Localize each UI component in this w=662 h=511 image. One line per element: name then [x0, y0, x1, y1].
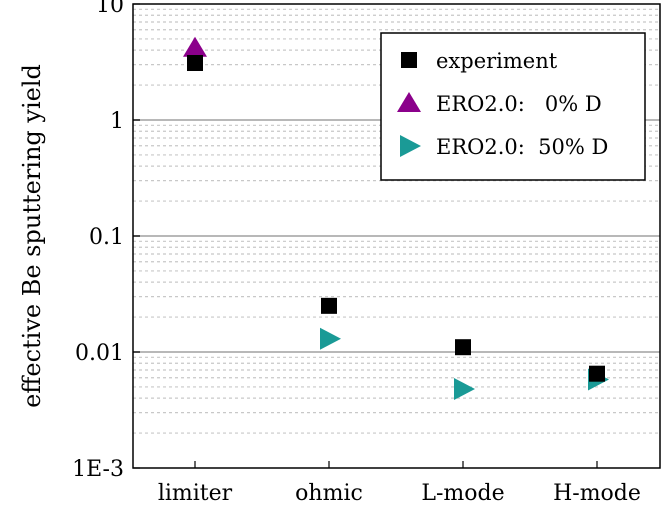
legend-label: experiment: [436, 49, 558, 73]
y-axis-label: effective Be sputtering yield: [18, 64, 46, 408]
y-axis-ticks: 10 1 0.1 0.01 1E-3: [72, 0, 140, 482]
data-markers: [183, 36, 609, 400]
experiment-point: [321, 297, 337, 314]
y-tick-label: 0.01: [75, 341, 124, 366]
experiment-point: [589, 365, 605, 382]
x-tick-label: L-mode: [421, 481, 504, 506]
x-tick-label: ohmic: [295, 481, 363, 506]
legend-label: ERO2.0: 50% D: [436, 135, 608, 159]
legend-items: experiment ERO2.0: 0% D ERO2.0: 50% D: [397, 49, 608, 159]
y-tick-label: 0.1: [89, 225, 124, 250]
y-tick-label: 10: [96, 0, 124, 18]
experiment-point: [187, 55, 203, 72]
ero-0d-point: [183, 36, 207, 57]
legend-item: experiment: [401, 49, 558, 73]
x-tick-label: limiter: [158, 481, 233, 506]
legend: experiment ERO2.0: 0% D ERO2.0: 50% D: [380, 32, 646, 181]
legend-marker: [401, 52, 417, 68]
legend-item: ERO2.0: 0% D: [397, 92, 602, 116]
legend-label: ERO2.0: 0% D: [436, 92, 602, 116]
x-tick-label: H-mode: [553, 481, 641, 506]
legend-marker: [397, 92, 421, 112]
x-axis-ticks: limiter ohmic L-mode H-mode: [158, 461, 641, 506]
y-tick-label: 1: [110, 109, 124, 134]
ero-50d-point: [320, 327, 341, 350]
y-tick-label: 1E-3: [72, 457, 124, 482]
legend-marker: [400, 135, 421, 157]
ero-50d-point: [454, 377, 475, 400]
experiment-point: [455, 339, 471, 356]
legend-box: [380, 32, 646, 181]
legend-item: ERO2.0: 50% D: [400, 135, 608, 159]
